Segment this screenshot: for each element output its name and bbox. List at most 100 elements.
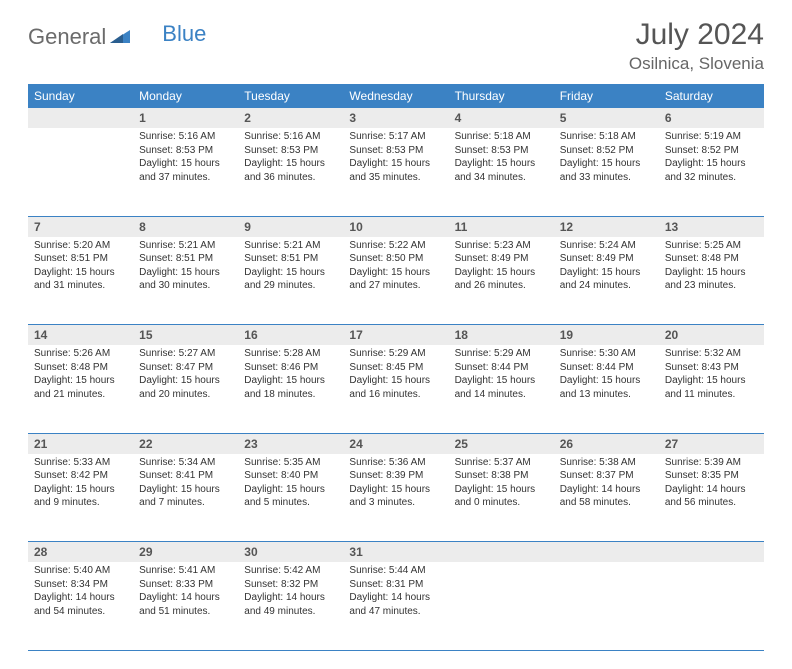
logo: General Blue bbox=[28, 24, 206, 50]
day-number: 19 bbox=[554, 325, 659, 345]
day-number: 6 bbox=[659, 108, 764, 128]
sunset-text: Sunset: 8:31 PM bbox=[349, 578, 442, 592]
sunset-text: Sunset: 8:39 PM bbox=[349, 469, 442, 483]
daylight-text: Daylight: 15 hours and 37 minutes. bbox=[139, 157, 232, 184]
day-content: Sunrise: 5:18 AMSunset: 8:52 PMDaylight:… bbox=[554, 128, 659, 190]
day-cell: Sunrise: 5:22 AMSunset: 8:50 PMDaylight:… bbox=[343, 237, 448, 325]
sunset-text: Sunset: 8:49 PM bbox=[455, 252, 548, 266]
day-content: Sunrise: 5:25 AMSunset: 8:48 PMDaylight:… bbox=[659, 237, 764, 299]
page-header: General Blue July 2024 Osilnica, Sloveni… bbox=[28, 18, 764, 74]
sunset-text: Sunset: 8:51 PM bbox=[244, 252, 337, 266]
sunset-text: Sunset: 8:44 PM bbox=[560, 361, 653, 375]
daylight-text: Daylight: 15 hours and 20 minutes. bbox=[139, 374, 232, 401]
day-number-row: 14151617181920 bbox=[28, 325, 764, 346]
day-number bbox=[449, 542, 554, 548]
day-number-row: 28293031 bbox=[28, 542, 764, 563]
day-number: 7 bbox=[28, 217, 133, 237]
sunrise-text: Sunrise: 5:29 AM bbox=[455, 347, 548, 361]
daylight-text: Daylight: 15 hours and 34 minutes. bbox=[455, 157, 548, 184]
day-number-cell: 12 bbox=[554, 216, 659, 237]
sunset-text: Sunset: 8:37 PM bbox=[560, 469, 653, 483]
day-content-row: Sunrise: 5:16 AMSunset: 8:53 PMDaylight:… bbox=[28, 128, 764, 216]
day-number: 9 bbox=[238, 217, 343, 237]
sunrise-text: Sunrise: 5:25 AM bbox=[665, 239, 758, 253]
daylight-text: Daylight: 14 hours and 56 minutes. bbox=[665, 483, 758, 510]
day-content: Sunrise: 5:36 AMSunset: 8:39 PMDaylight:… bbox=[343, 454, 448, 516]
sunset-text: Sunset: 8:40 PM bbox=[244, 469, 337, 483]
logo-text-general: General bbox=[28, 24, 106, 50]
location-label: Osilnica, Slovenia bbox=[629, 54, 764, 74]
day-cell: Sunrise: 5:40 AMSunset: 8:34 PMDaylight:… bbox=[28, 562, 133, 650]
sunrise-text: Sunrise: 5:33 AM bbox=[34, 456, 127, 470]
day-number-cell: 8 bbox=[133, 216, 238, 237]
daylight-text: Daylight: 15 hours and 7 minutes. bbox=[139, 483, 232, 510]
day-number: 4 bbox=[449, 108, 554, 128]
day-number-cell bbox=[449, 542, 554, 563]
daylight-text: Daylight: 15 hours and 3 minutes. bbox=[349, 483, 442, 510]
sunset-text: Sunset: 8:42 PM bbox=[34, 469, 127, 483]
daylight-text: Daylight: 15 hours and 9 minutes. bbox=[34, 483, 127, 510]
day-cell: Sunrise: 5:21 AMSunset: 8:51 PMDaylight:… bbox=[238, 237, 343, 325]
sunrise-text: Sunrise: 5:35 AM bbox=[244, 456, 337, 470]
sunset-text: Sunset: 8:34 PM bbox=[34, 578, 127, 592]
sunrise-text: Sunrise: 5:21 AM bbox=[244, 239, 337, 253]
day-cell: Sunrise: 5:33 AMSunset: 8:42 PMDaylight:… bbox=[28, 454, 133, 542]
day-cell: Sunrise: 5:26 AMSunset: 8:48 PMDaylight:… bbox=[28, 345, 133, 433]
day-content: Sunrise: 5:37 AMSunset: 8:38 PMDaylight:… bbox=[449, 454, 554, 516]
day-number: 2 bbox=[238, 108, 343, 128]
daylight-text: Daylight: 14 hours and 51 minutes. bbox=[139, 591, 232, 618]
day-number bbox=[28, 108, 133, 114]
day-content-row: Sunrise: 5:20 AMSunset: 8:51 PMDaylight:… bbox=[28, 237, 764, 325]
day-cell: Sunrise: 5:32 AMSunset: 8:43 PMDaylight:… bbox=[659, 345, 764, 433]
sunset-text: Sunset: 8:41 PM bbox=[139, 469, 232, 483]
day-cell: Sunrise: 5:23 AMSunset: 8:49 PMDaylight:… bbox=[449, 237, 554, 325]
day-number-cell: 1 bbox=[133, 108, 238, 128]
sunrise-text: Sunrise: 5:22 AM bbox=[349, 239, 442, 253]
day-content: Sunrise: 5:40 AMSunset: 8:34 PMDaylight:… bbox=[28, 562, 133, 624]
sunrise-text: Sunrise: 5:21 AM bbox=[139, 239, 232, 253]
day-cell: Sunrise: 5:16 AMSunset: 8:53 PMDaylight:… bbox=[133, 128, 238, 216]
day-number-cell: 23 bbox=[238, 433, 343, 454]
day-cell bbox=[659, 562, 764, 650]
day-number: 24 bbox=[343, 434, 448, 454]
sunrise-text: Sunrise: 5:26 AM bbox=[34, 347, 127, 361]
day-number: 16 bbox=[238, 325, 343, 345]
day-cell: Sunrise: 5:37 AMSunset: 8:38 PMDaylight:… bbox=[449, 454, 554, 542]
day-cell: Sunrise: 5:21 AMSunset: 8:51 PMDaylight:… bbox=[133, 237, 238, 325]
day-number-cell: 28 bbox=[28, 542, 133, 563]
day-header-row: Sunday Monday Tuesday Wednesday Thursday… bbox=[28, 84, 764, 108]
day-content: Sunrise: 5:39 AMSunset: 8:35 PMDaylight:… bbox=[659, 454, 764, 516]
day-cell: Sunrise: 5:30 AMSunset: 8:44 PMDaylight:… bbox=[554, 345, 659, 433]
day-number-cell: 20 bbox=[659, 325, 764, 346]
day-number-cell: 26 bbox=[554, 433, 659, 454]
day-number: 18 bbox=[449, 325, 554, 345]
day-number: 30 bbox=[238, 542, 343, 562]
day-content: Sunrise: 5:44 AMSunset: 8:31 PMDaylight:… bbox=[343, 562, 448, 624]
sunrise-text: Sunrise: 5:29 AM bbox=[349, 347, 442, 361]
logo-text-blue: Blue bbox=[162, 21, 206, 47]
sunset-text: Sunset: 8:47 PM bbox=[139, 361, 232, 375]
day-content: Sunrise: 5:20 AMSunset: 8:51 PMDaylight:… bbox=[28, 237, 133, 299]
day-number: 28 bbox=[28, 542, 133, 562]
day-number-cell: 19 bbox=[554, 325, 659, 346]
sunset-text: Sunset: 8:53 PM bbox=[455, 144, 548, 158]
day-cell: Sunrise: 5:17 AMSunset: 8:53 PMDaylight:… bbox=[343, 128, 448, 216]
day-number: 26 bbox=[554, 434, 659, 454]
day-content: Sunrise: 5:27 AMSunset: 8:47 PMDaylight:… bbox=[133, 345, 238, 407]
day-content-row: Sunrise: 5:40 AMSunset: 8:34 PMDaylight:… bbox=[28, 562, 764, 650]
day-number: 20 bbox=[659, 325, 764, 345]
day-number: 3 bbox=[343, 108, 448, 128]
calendar-page: General Blue July 2024 Osilnica, Sloveni… bbox=[0, 0, 792, 669]
sunset-text: Sunset: 8:53 PM bbox=[244, 144, 337, 158]
day-number: 11 bbox=[449, 217, 554, 237]
day-number: 5 bbox=[554, 108, 659, 128]
day-number-cell: 3 bbox=[343, 108, 448, 128]
day-number-cell: 5 bbox=[554, 108, 659, 128]
title-block: July 2024 Osilnica, Slovenia bbox=[629, 18, 764, 74]
day-number: 29 bbox=[133, 542, 238, 562]
daylight-text: Daylight: 15 hours and 23 minutes. bbox=[665, 266, 758, 293]
day-number: 17 bbox=[343, 325, 448, 345]
day-content: Sunrise: 5:16 AMSunset: 8:53 PMDaylight:… bbox=[238, 128, 343, 190]
day-content: Sunrise: 5:35 AMSunset: 8:40 PMDaylight:… bbox=[238, 454, 343, 516]
day-number-row: 78910111213 bbox=[28, 216, 764, 237]
